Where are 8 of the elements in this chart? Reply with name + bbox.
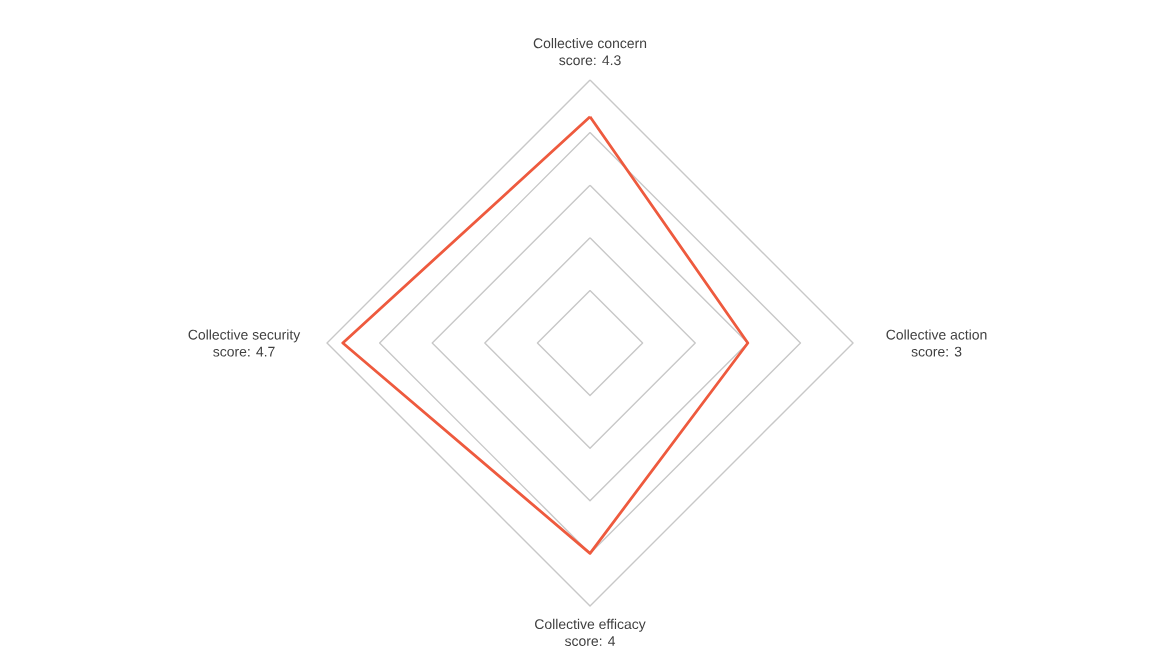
- spoke-label: Collective concern: [533, 38, 647, 49]
- spoke-label: Collective action: [886, 329, 987, 340]
- spoke-label: Collective security: [188, 329, 301, 343]
- text: score: 4: [564, 636, 616, 646]
- spoke-label: Collective efficacy: [535, 618, 646, 632]
- text: score: 3: [911, 346, 962, 357]
- text: score: 4.7: [213, 346, 275, 357]
- text: score: 4.3: [559, 55, 621, 66]
